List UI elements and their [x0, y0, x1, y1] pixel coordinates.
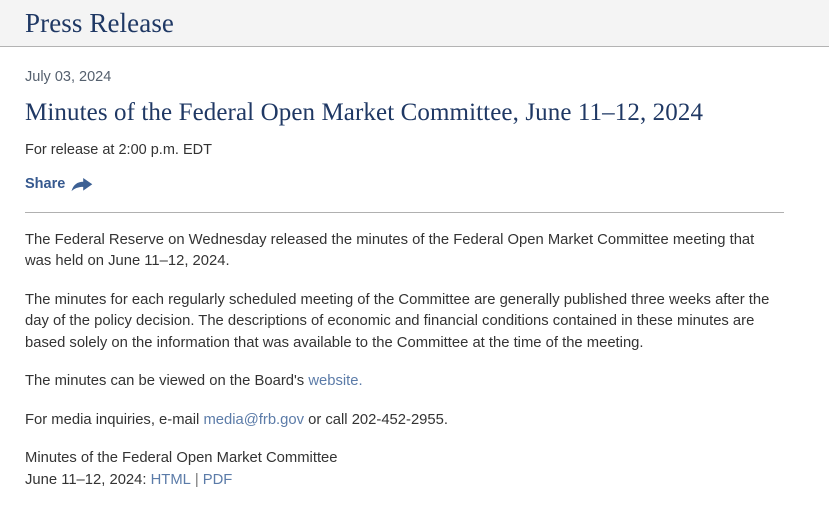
document-title: Minutes of the Federal Open Market Commi…	[25, 450, 338, 467]
link-separator: |	[194, 471, 199, 488]
paragraph-release-summary: The Federal Reserve on Wednesday release…	[25, 231, 755, 270]
release-time-note: For release at 2:00 p.m. EDT	[25, 142, 212, 159]
board-website-prefix: The minutes can be viewed on the Board's	[25, 373, 309, 390]
page-header: Press Release	[0, 0, 829, 47]
section-divider	[25, 211, 784, 213]
share-label: Share	[25, 176, 66, 193]
minutes-html-link[interactable]: HTML	[150, 471, 191, 488]
media-phone-text: or call 202-452-2955.	[304, 411, 448, 428]
website-link[interactable]: website	[308, 373, 359, 390]
share-button[interactable]: Share	[25, 177, 93, 193]
document-date-prefix: June 11–12, 2024:	[25, 471, 151, 488]
media-email-link[interactable]: media@frb.gov	[203, 411, 305, 428]
document-formats-row: June 11–12, 2024: HTML | PDF	[25, 470, 784, 492]
release-headline: Minutes of the Federal Open Market Commi…	[25, 99, 704, 127]
paragraph-publication-policy: The minutes for each regularly scheduled…	[25, 291, 770, 351]
release-date: July 03, 2024	[25, 69, 112, 85]
paragraph-board-website: The minutes can be viewed on the Board's…	[25, 371, 777, 393]
media-inquiries-prefix: For media inquiries, e-mail	[25, 411, 204, 428]
board-website-suffix: .	[358, 373, 363, 390]
document-links-block: Minutes of the Federal Open Market Commi…	[25, 448, 784, 491]
minutes-pdf-link[interactable]: PDF	[202, 471, 233, 488]
page-title: Press Release	[25, 7, 175, 38]
press-release-content: July 03, 2024 Minutes of the Federal Ope…	[0, 69, 829, 491]
paragraph-media-inquiries: For media inquiries, e-mail media@frb.go…	[25, 410, 777, 432]
share-arrow-icon	[71, 177, 93, 193]
